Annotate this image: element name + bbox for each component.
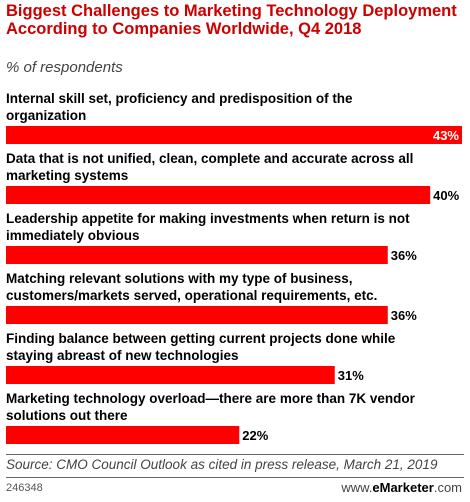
value-label: 43%: [433, 128, 459, 143]
value-label: 40%: [433, 188, 459, 203]
value-label: 31%: [338, 368, 364, 383]
bar-chart: Internal skill set, proficiency and pred…: [6, 91, 462, 444]
chart-title: Biggest Challenges to Marketing Technolo…: [6, 2, 457, 38]
bar: [6, 186, 431, 204]
bar-row: Matching relevant solutions with my type…: [6, 271, 417, 324]
bar-row: Marketing technology overload—there are …: [6, 391, 416, 444]
category-label: Matching relevant solutions with my type…: [6, 271, 353, 286]
brand-logo[interactable]: www.eMarketer.com: [341, 480, 462, 495]
bar: [6, 246, 388, 264]
bar: [6, 306, 388, 324]
source-note: Source: CMO Council Outlook as cited in …: [6, 457, 438, 472]
value-label: 22%: [242, 428, 268, 443]
category-label: Finding balance between getting current …: [6, 331, 396, 346]
category-label: marketing systems: [6, 168, 128, 183]
category-label: immediately obvious: [6, 228, 140, 243]
bar: [6, 366, 335, 384]
category-label: staying abreast of new technologies: [6, 348, 239, 363]
category-label: Leadership appetite for making investmen…: [6, 211, 410, 226]
brand-tld: .com: [433, 480, 462, 495]
category-label: Marketing technology overload—there are …: [6, 391, 416, 406]
category-label: solutions out there: [6, 408, 128, 423]
brand-name: eMarketer: [372, 480, 434, 495]
value-label: 36%: [391, 248, 417, 263]
bar: [6, 126, 462, 144]
bar-row: Data that is not unified, clean, complet…: [6, 151, 460, 204]
bar: [6, 426, 240, 444]
category-label: organization: [6, 108, 86, 123]
bar-row: Internal skill set, proficiency and pred…: [6, 91, 462, 144]
source-divider: [6, 454, 464, 455]
chart-code: 246348: [6, 482, 43, 494]
chart-subtitle: % of respondents: [6, 59, 123, 76]
category-label: Internal skill set, proficiency and pred…: [6, 91, 353, 106]
brand-www: www.: [341, 480, 373, 495]
value-label: 36%: [391, 308, 417, 323]
bar-row: Finding balance between getting current …: [6, 331, 396, 384]
footer-divider: [6, 477, 464, 478]
category-label: customers/markets served, operational re…: [6, 288, 377, 303]
category-label: Data that is not unified, clean, complet…: [6, 151, 413, 166]
bar-row: Leadership appetite for making investmen…: [6, 211, 417, 264]
